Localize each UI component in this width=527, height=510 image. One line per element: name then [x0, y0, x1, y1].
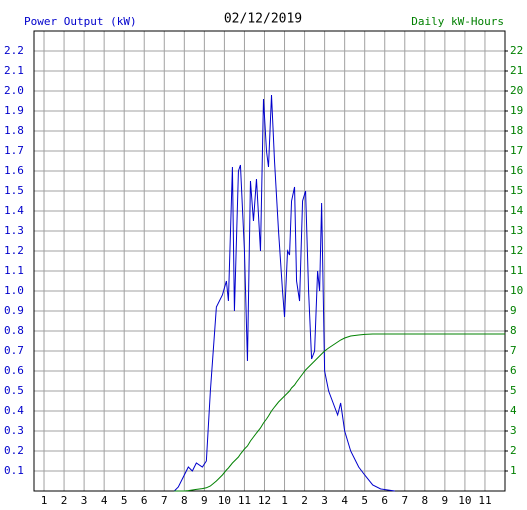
y-tick-label: 0.6: [4, 364, 24, 377]
y2-tick-label: 9: [510, 304, 517, 317]
y2-tick-label: 10: [510, 284, 523, 297]
y2-tick-label: 19: [510, 104, 523, 117]
y2-tick-label: 17: [510, 144, 523, 157]
x-tick-label: 8: [181, 494, 188, 507]
x-tick-label: 1: [281, 494, 288, 507]
x-tick-label: 11: [478, 494, 491, 507]
y-tick-label: 0.5: [4, 384, 24, 397]
y-tick-label: 0.3: [4, 424, 24, 437]
x-tick-label: 4: [341, 494, 348, 507]
y2-tick-label: 14: [510, 204, 524, 217]
y-tick-label: 1.4: [4, 204, 24, 217]
x-tick-label: 12: [258, 494, 271, 507]
x-tick-label: 5: [361, 494, 368, 507]
y2-tick-label: 5: [510, 384, 517, 397]
y-tick-label: 2.1: [4, 64, 24, 77]
y2-tick-label: 11: [510, 264, 523, 277]
y2-tick-label: 21: [510, 64, 523, 77]
y2-tick-label: 22: [510, 44, 523, 57]
x-tick-label: 8: [422, 494, 429, 507]
y-tick-label: 2.0: [4, 84, 24, 97]
y2-tick-label: 12: [510, 244, 523, 257]
y2-tick-label: 20: [510, 84, 523, 97]
y-tick-label: 1.9: [4, 104, 24, 117]
x-tick-label: 7: [401, 494, 408, 507]
plot-border: [33, 30, 506, 492]
y2-axis-label: Daily kW-Hours: [411, 15, 504, 28]
y2-tick-label: 1: [510, 464, 517, 477]
y-tick-label: 0.8: [4, 324, 24, 337]
y-tick-label: 1.2: [4, 244, 24, 257]
x-tick-label: 6: [141, 494, 148, 507]
series-line: [174, 333, 505, 492]
x-tick-label: 10: [458, 494, 471, 507]
x-tick-label: 6: [381, 494, 388, 507]
y-tick-label: 1.5: [4, 184, 24, 197]
y-tick-label: 0.7: [4, 344, 24, 357]
y-tick-label: 1.3: [4, 224, 24, 237]
x-tick-label: 9: [201, 494, 208, 507]
series-line: [173, 94, 395, 492]
y-tick-label: 0.1: [4, 464, 24, 477]
y-tick-label: 0.4: [4, 404, 24, 417]
y-tick-label: 1.0: [4, 284, 24, 297]
y2-tick-label: 3: [510, 424, 517, 437]
y2-tick-label: 16: [510, 164, 523, 177]
x-tick-label: 3: [321, 494, 328, 507]
y-axis-label: Power Output (kW): [24, 15, 137, 28]
x-tick-label: 3: [81, 494, 88, 507]
x-tick-label: 10: [218, 494, 231, 507]
y-tick-label: 1.6: [4, 164, 24, 177]
y2-tick-label: 13: [510, 224, 523, 237]
x-tick-label: 2: [61, 494, 68, 507]
x-tick-label: 9: [442, 494, 449, 507]
y-tick-label: 0.2: [4, 444, 24, 457]
x-tick-label: 1: [41, 494, 48, 507]
x-tick-label: 11: [238, 494, 251, 507]
y2-tick-label: 18: [510, 124, 523, 137]
y-tick-label: 0.9: [4, 304, 24, 317]
plot-area: [34, 31, 505, 491]
y-tick-label: 1.7: [4, 144, 24, 157]
y2-tick-label: 2: [510, 444, 517, 457]
y-tick-label: 1.8: [4, 124, 24, 137]
chart-title: 02/12/2019: [224, 12, 302, 27]
y2-tick-label: 8: [510, 324, 517, 337]
y2-tick-label: 15: [510, 184, 523, 197]
y2-tick-label: 6: [510, 364, 517, 377]
x-tick-label: 7: [161, 494, 168, 507]
y2-tick-label: 7: [510, 344, 517, 357]
x-tick-label: 5: [121, 494, 128, 507]
x-tick-label: 2: [301, 494, 308, 507]
x-tick-label: 4: [101, 494, 108, 507]
y-tick-label: 2.2: [4, 44, 24, 57]
y-tick-label: 1.1: [4, 264, 24, 277]
y2-tick-label: 4: [510, 404, 517, 417]
